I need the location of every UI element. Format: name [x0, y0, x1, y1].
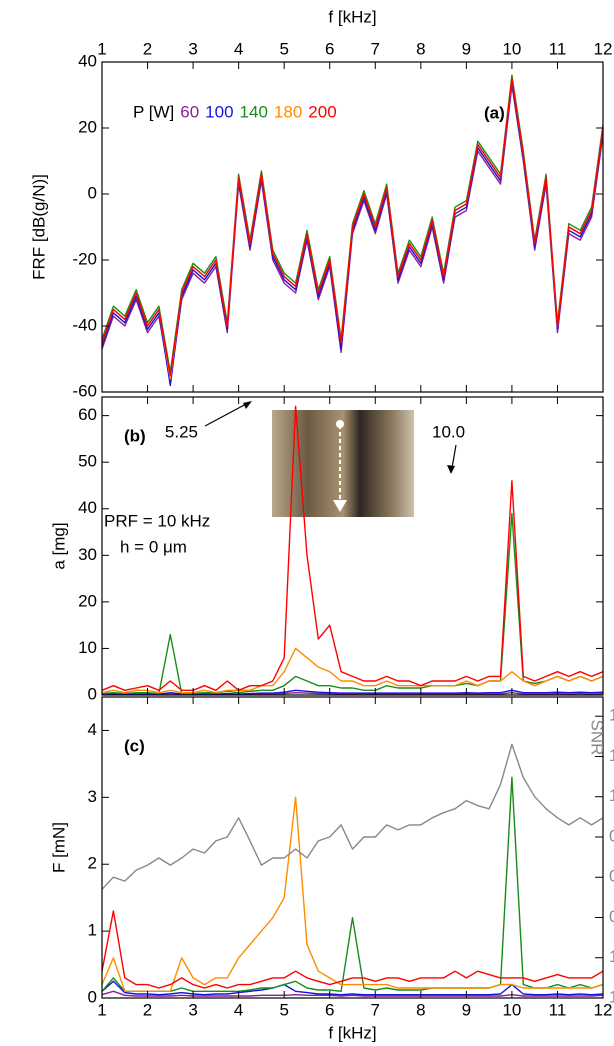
series-line: [101, 405, 604, 691]
x-tick-label: 10: [502, 39, 521, 58]
x-tick-label: 8: [416, 39, 425, 58]
legend-entry: 100: [205, 102, 233, 121]
plot-frame: [101, 696, 604, 999]
y-tick-label: 30: [78, 545, 97, 564]
legend-entry: 140: [240, 102, 268, 121]
y-tick-label: 20: [78, 117, 97, 136]
x-tick-label: 2: [143, 39, 152, 58]
y-tick-label: 20: [78, 591, 97, 610]
y-tick-label: -60: [72, 381, 97, 400]
y2-axis-label: SNR: [588, 720, 607, 756]
x-tick-label: 12: [594, 1000, 613, 1019]
x-tick-label: 12: [594, 39, 613, 58]
x-tick-label: 4: [234, 1000, 243, 1019]
arrow-head: [243, 401, 252, 409]
x-tick-label: 3: [188, 39, 197, 58]
annotation-arrow: [451, 444, 457, 469]
x-tick-label: 7: [371, 1000, 380, 1019]
x-tick-label: 6: [325, 39, 334, 58]
legend-title: P [W]: [133, 102, 174, 121]
y2-tick-label: 0.001: [609, 907, 614, 926]
y-axis-label: FRF [dB(g/N)]: [29, 174, 48, 280]
x-axis-label: f [kHz]: [328, 7, 376, 26]
series-line: [101, 743, 604, 890]
x-tick-label: 2: [143, 1000, 152, 1019]
legend-entry: 180: [274, 102, 302, 121]
x-tick-label: 11: [549, 1000, 567, 1019]
series-line: [101, 77, 604, 377]
y-tick-label: 40: [78, 498, 97, 517]
x-tick-label: 11: [549, 39, 567, 58]
panel-label: (c): [124, 736, 145, 755]
y2-tick-label: 100: [609, 706, 614, 725]
y-tick-label: -40: [72, 315, 97, 334]
y-tick-label: 0: [88, 183, 97, 202]
panel-label: (b): [124, 426, 146, 445]
y2-tick-label: 1: [609, 786, 614, 805]
y2-tick-label: 0.01: [609, 867, 614, 886]
x-tick-label: 3: [188, 1000, 197, 1019]
x-tick-label: 10: [502, 1000, 521, 1019]
series-line: [101, 910, 604, 989]
y2-tick-label: 10: [609, 746, 614, 765]
arrow-head: [447, 465, 455, 474]
x-tick-label: 6: [325, 1000, 334, 1019]
x-tick-label: 7: [371, 39, 380, 58]
plot-frame: [101, 61, 604, 393]
y-tick-label: 50: [78, 452, 97, 471]
legend-entry: 200: [308, 102, 336, 121]
annotation-arrow: [204, 402, 249, 427]
plot-frame: [101, 396, 604, 696]
x-tick-label: 9: [462, 39, 471, 58]
y-tick-label: 2: [88, 854, 97, 873]
photo: [272, 410, 414, 517]
x-tick-label: 4: [234, 39, 243, 58]
series-line: [101, 990, 604, 997]
y-tick-label: 60: [78, 405, 97, 424]
x-axis-label: f [kHz]: [328, 1023, 376, 1042]
annotation: PRF = 10 kHz: [104, 511, 210, 530]
y-tick-label: 3: [88, 787, 97, 806]
x-tick-label: 5: [279, 39, 288, 58]
x-tick-label: 9: [462, 1000, 471, 1019]
annotation: h = 0 μm: [120, 537, 187, 556]
y2-tick-label: 1E-5: [609, 987, 614, 1006]
y2-tick-label: 0.1: [609, 826, 614, 845]
y2-tick-label: 1E-4: [609, 947, 614, 966]
y-tick-label: 40: [78, 51, 97, 70]
inset-photo: [272, 410, 414, 517]
y-axis-label: a [mg]: [49, 522, 68, 569]
x-tick-label: 5: [279, 1000, 288, 1019]
panel-label: (a): [484, 103, 505, 122]
series-line: [101, 512, 604, 695]
x-tick-label: 1: [97, 1000, 106, 1019]
annotation: 10.0: [432, 422, 465, 441]
y-tick-label: 0: [88, 987, 97, 1006]
series-line: [101, 796, 604, 992]
y-tick-label: 10: [78, 638, 97, 657]
y-tick-label: 4: [88, 720, 97, 739]
x-tick-label: 1: [97, 39, 106, 58]
series-line: [101, 980, 604, 996]
scan-start: [336, 420, 344, 428]
y-tick-label: 1: [88, 921, 97, 940]
y-axis-label: F [mN]: [49, 822, 68, 873]
x-tick-label: 8: [416, 1000, 425, 1019]
series-line: [101, 776, 604, 992]
y-tick-label: 0: [88, 684, 97, 703]
y-tick-label: -20: [72, 249, 97, 268]
annotation: 5.25: [165, 422, 198, 441]
legend-entry: 60: [180, 102, 199, 121]
scan-head: [333, 500, 347, 512]
series-line: [101, 647, 604, 694]
